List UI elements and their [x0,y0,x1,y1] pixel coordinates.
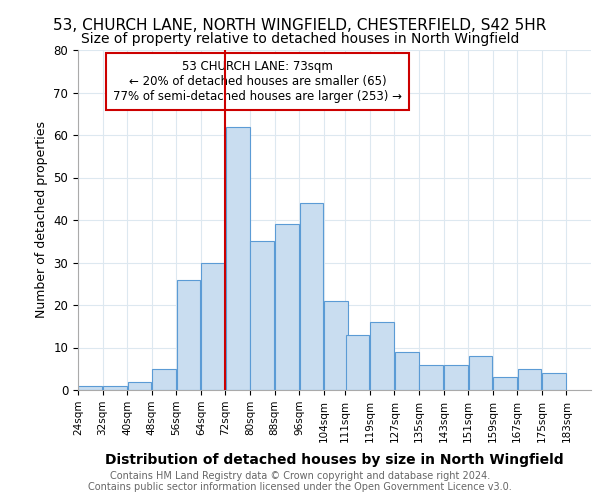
Bar [299,203,323,390]
Bar [202,262,225,390]
Bar [395,352,419,390]
Bar [226,126,250,390]
Bar [324,300,348,390]
Bar [370,322,394,390]
Bar [250,242,274,390]
Bar [493,377,517,390]
Bar [103,386,127,390]
Bar [275,224,299,390]
Bar [346,335,370,390]
Bar [419,364,443,390]
Text: 53, CHURCH LANE, NORTH WINGFIELD, CHESTERFIELD, S42 5HR: 53, CHURCH LANE, NORTH WINGFIELD, CHESTE… [53,18,547,32]
Bar [542,373,566,390]
Bar [79,386,102,390]
Bar [177,280,200,390]
X-axis label: Distribution of detached houses by size in North Wingfield: Distribution of detached houses by size … [105,453,564,467]
Text: 53 CHURCH LANE: 73sqm
← 20% of detached houses are smaller (65)
77% of semi-deta: 53 CHURCH LANE: 73sqm ← 20% of detached … [113,60,402,103]
Y-axis label: Number of detached properties: Number of detached properties [35,122,48,318]
Bar [518,369,541,390]
Text: Size of property relative to detached houses in North Wingfield: Size of property relative to detached ho… [81,32,519,46]
Bar [444,364,467,390]
Bar [469,356,492,390]
Text: Contains HM Land Registry data © Crown copyright and database right 2024.
Contai: Contains HM Land Registry data © Crown c… [88,471,512,492]
Bar [152,369,176,390]
Bar [128,382,151,390]
